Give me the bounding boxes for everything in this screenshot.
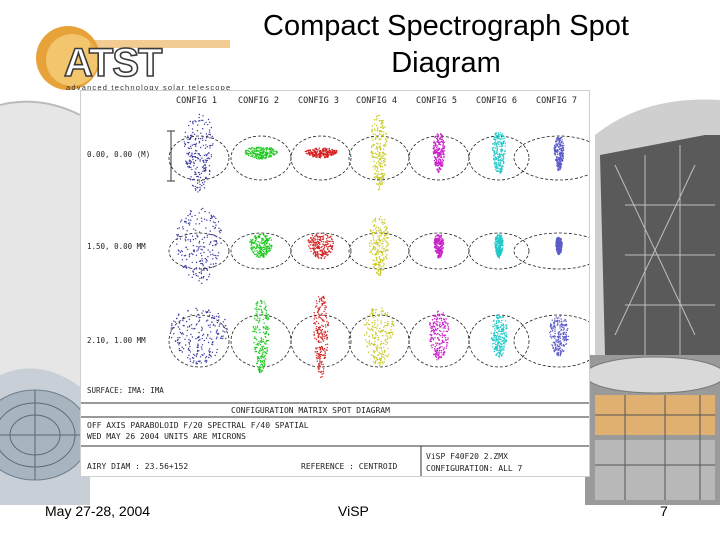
spot-cloud xyxy=(252,299,270,374)
atst-logo: ATST advanced technology solar telescope xyxy=(36,26,230,92)
config-label-5: CONFIG 5 xyxy=(416,96,457,106)
spot-cloud xyxy=(429,310,450,361)
config-label-6: CONFIG 6 xyxy=(476,96,517,106)
scale-bar xyxy=(167,130,175,182)
svg-text:advanced technology solar tele: advanced technology solar telescope xyxy=(66,83,230,92)
config-label-1: CONFIG 1 xyxy=(176,96,217,106)
surface-label: SURFACE: IMA: IMA xyxy=(87,386,164,395)
config-label-4: CONFIG 4 xyxy=(356,96,397,106)
spot-cloud xyxy=(307,232,334,260)
spot-cloud xyxy=(368,215,390,276)
spot-cloud xyxy=(370,114,388,191)
airy-ellipse xyxy=(168,135,230,181)
spot-diagram-panel: CONFIG 1 CONFIG 2 CONFIG 3 CONFIG 4 CONF… xyxy=(80,90,605,477)
airy-ellipse xyxy=(290,232,352,270)
plot-title: CONFIGURATION MATRIX SPOT DIAGRAM xyxy=(231,406,390,415)
airy-ellipse xyxy=(348,135,410,181)
telescope-dome-image xyxy=(0,95,90,505)
field-label-3: 2.10, 1.00 MM xyxy=(87,336,146,345)
spot-cloud xyxy=(553,136,565,172)
airy-ellipse xyxy=(168,314,230,368)
spot-diagram: CONFIG 1 CONFIG 2 CONFIG 3 CONFIG 4 CONF… xyxy=(81,96,605,476)
config-label-2: CONFIG 2 xyxy=(238,96,279,106)
airy-ellipse xyxy=(468,314,530,368)
airy-ellipse xyxy=(168,232,230,270)
field-label-2: 1.50, 0.00 MM xyxy=(87,242,146,251)
spot-cloud xyxy=(555,236,563,256)
info-line-2: WED MAY 26 2004 UNITS ARE MICRONS xyxy=(87,432,246,441)
telescope-structure-image xyxy=(585,95,720,505)
airy-diameter: AIRY DIAM : 23.56+152 xyxy=(87,462,188,471)
spot-cloud xyxy=(490,314,508,358)
airy-ellipse xyxy=(513,135,605,181)
footer-page-number: 7 xyxy=(660,503,668,519)
spot-cloud xyxy=(304,147,338,159)
spot-cloud xyxy=(494,233,504,259)
spot-cloud xyxy=(244,146,278,160)
airy-ellipse xyxy=(468,232,530,270)
reference-label: REFERENCE : CENTROID xyxy=(301,462,398,471)
spot-cloud xyxy=(249,233,273,258)
spot-cloud xyxy=(363,307,395,367)
airy-ellipse xyxy=(513,232,605,270)
airy-ellipse xyxy=(290,135,352,181)
spot-cloud xyxy=(176,207,222,285)
spot-cloud xyxy=(313,295,329,378)
airy-ellipse xyxy=(468,135,530,181)
spot-cloud xyxy=(170,307,228,365)
config-label-7: CONFIG 7 xyxy=(536,96,577,106)
footer-date: May 27-28, 2004 xyxy=(45,503,151,519)
footer-center-label: ViSP xyxy=(338,503,369,519)
airy-ellipse xyxy=(513,314,605,368)
airy-ellipse xyxy=(290,314,352,368)
field-label-1: 0.00, 0.00 (M) xyxy=(87,150,150,159)
config-label-3: CONFIG 3 xyxy=(298,96,339,106)
file-name: ViSP F40F20 2.ZMX xyxy=(426,452,508,461)
spot-cloud xyxy=(432,133,446,173)
spot-cloud xyxy=(183,113,215,193)
info-line-1: OFF AXIS PARABOLOID F/20 SPECTRAL F/40 S… xyxy=(87,421,309,430)
spot-cloud xyxy=(549,315,570,357)
svg-text:ATST: ATST xyxy=(64,41,162,85)
slide-title: Compact Spectrograph Spot Diagram xyxy=(263,10,629,79)
spot-cloud xyxy=(433,234,445,259)
configuration-label: CONFIGURATION: ALL 7 xyxy=(426,464,523,473)
spot-cloud xyxy=(491,132,507,174)
